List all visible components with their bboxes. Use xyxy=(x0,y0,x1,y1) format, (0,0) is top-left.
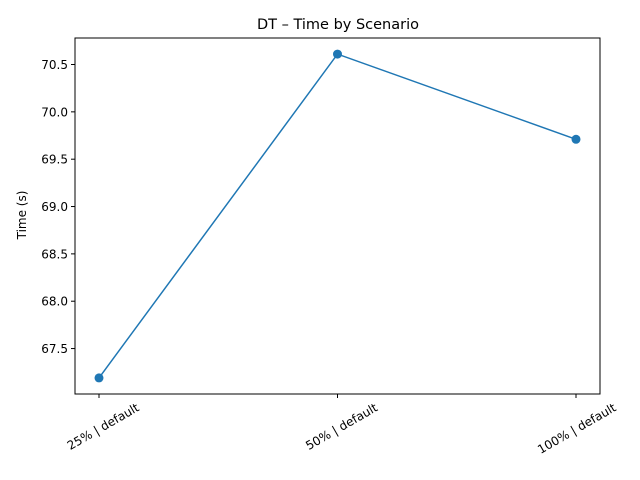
data-point xyxy=(571,134,581,144)
x-tick-label: 50% | default xyxy=(303,400,380,453)
x-axis: 25% | default 50% | default 100% | default xyxy=(65,394,619,457)
chart-title: DT – Time by Scenario xyxy=(257,17,419,33)
y-tick-label: 68.0 xyxy=(41,295,68,309)
plot-series xyxy=(94,49,581,383)
series-line xyxy=(98,53,577,379)
y-tick-label: 68.5 xyxy=(41,247,68,261)
y-tick-label: 70.5 xyxy=(41,58,68,72)
x-tick-label: 25% | default xyxy=(65,400,142,453)
x-tick-label: 100% | default xyxy=(535,400,619,456)
y-tick-label: 69.5 xyxy=(41,153,68,167)
y-axis: 67.5 68.0 68.5 69.0 69.5 70.0 70.5 xyxy=(41,58,75,356)
y-tick-label: 70.0 xyxy=(41,105,68,119)
y-tick-label: 67.5 xyxy=(41,342,68,356)
data-point xyxy=(94,373,104,383)
plot-frame xyxy=(74,37,601,395)
y-axis-label: Time (s) xyxy=(15,191,29,241)
data-point xyxy=(333,49,342,59)
y-tick-label: 69.0 xyxy=(41,200,68,214)
